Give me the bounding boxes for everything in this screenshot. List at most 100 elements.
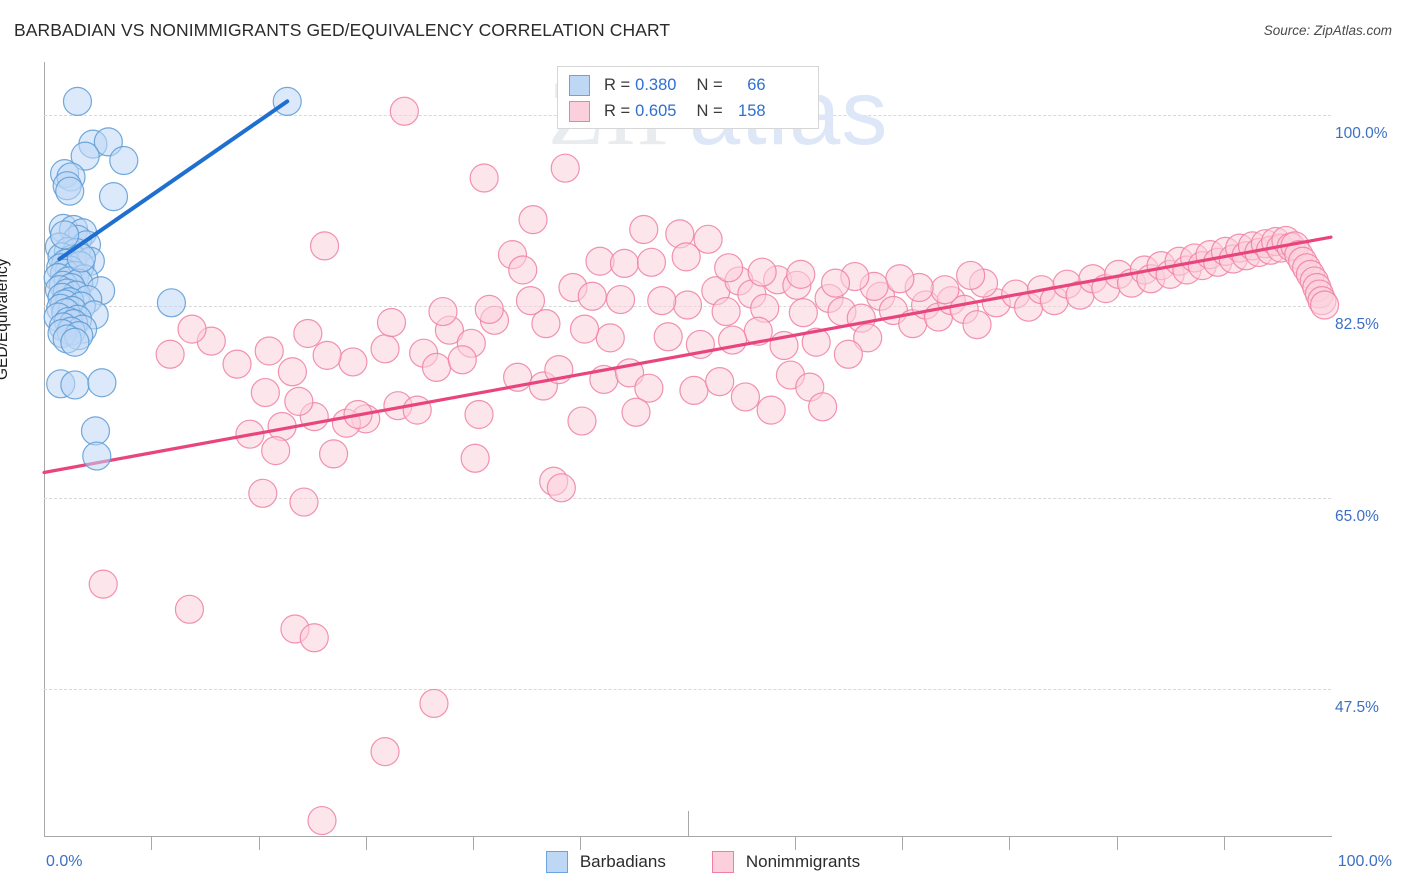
- scatter-point: [531, 309, 561, 339]
- scatter-point: [62, 86, 93, 117]
- scatter-point: [469, 163, 499, 193]
- stats-row-barbadians: R = 0.380 N = 66: [569, 72, 766, 98]
- scatter-point: [653, 322, 683, 352]
- scatter-point: [87, 368, 117, 398]
- scatter-point: [508, 255, 538, 285]
- scatter-point: [788, 298, 818, 328]
- scatter-point: [693, 224, 723, 254]
- scatter-point: [156, 288, 187, 318]
- x-tick-mark: [473, 837, 474, 850]
- x-tick-mark: [902, 837, 903, 850]
- y-tick-label: 65.0%: [1335, 507, 1379, 525]
- scatter-point: [518, 205, 548, 235]
- x-tick-mark: [1009, 837, 1011, 850]
- scatter-point: [743, 316, 773, 346]
- series-legend: Barbadians Nonimmigrants: [0, 851, 1406, 873]
- n-label-blue: N =: [696, 75, 723, 94]
- scatter-point: [307, 805, 337, 836]
- trendline-barbadians: [57, 99, 290, 262]
- scatter-point: [679, 375, 709, 405]
- scatter-point: [389, 96, 419, 126]
- scatter-point: [930, 275, 960, 305]
- scatter-point: [609, 248, 640, 279]
- x-tick-label-min: 0.0%: [46, 853, 83, 870]
- scatter-point: [730, 382, 761, 412]
- scatter-point: [550, 153, 580, 183]
- x-tick-mark: [580, 837, 582, 850]
- x-tick-mark: [258, 837, 260, 850]
- scatter-point: [402, 395, 432, 425]
- plot-area: ZIPatlas: [42, 62, 1340, 837]
- scatter-point: [577, 281, 607, 311]
- scatter-point: [671, 242, 701, 272]
- scatter-point: [318, 439, 349, 469]
- source-attribution: Source: ZipAtlas.com: [1263, 23, 1392, 38]
- n-label-pink: N =: [696, 101, 723, 120]
- series-swatch-blue-icon: [545, 851, 568, 873]
- scatter-point: [428, 296, 458, 327]
- legend-swatch-blue-icon: [569, 74, 590, 96]
- scatter-point: [464, 399, 494, 430]
- scatter-point: [55, 176, 85, 206]
- stats-row-nonimmigrants: R = 0.605 N = 158: [569, 98, 766, 124]
- scatter-point: [515, 286, 546, 316]
- x-tick-mark: [1223, 837, 1225, 850]
- series-barbadians: [43, 86, 302, 471]
- scatter-point: [885, 264, 915, 294]
- scatter-point: [460, 443, 490, 473]
- scatter-point: [250, 377, 280, 408]
- scatter-point: [174, 594, 205, 624]
- scatter-point: [82, 441, 112, 471]
- scatter-point: [569, 314, 600, 344]
- scatter-point: [421, 352, 452, 382]
- x-tick-label-max: 100.0%: [1337, 853, 1392, 870]
- scatter-point: [222, 349, 252, 379]
- x-tick-mark: [794, 837, 796, 850]
- r-value-blue: 0.380: [635, 75, 677, 94]
- scatter-point: [808, 392, 838, 422]
- n-value-blue: 66: [747, 75, 766, 94]
- scatter-point: [49, 220, 80, 250]
- scatter-point: [714, 253, 744, 283]
- scatter-point: [309, 231, 340, 261]
- scatter-point: [370, 334, 400, 364]
- scatter-point: [621, 397, 651, 427]
- scatter-point: [956, 260, 986, 291]
- scatter-point: [546, 473, 576, 503]
- scatter-point: [711, 296, 741, 327]
- scatter-point: [370, 737, 400, 767]
- scatter-point: [705, 367, 735, 397]
- scatter-point: [277, 357, 307, 387]
- scatter-point: [756, 395, 786, 425]
- x-tick-mark: [365, 837, 367, 850]
- y-axis-line: [44, 62, 45, 837]
- scatter-point: [801, 327, 831, 357]
- scatter-point: [447, 345, 477, 375]
- scatter-point: [66, 243, 96, 273]
- scatter-point: [70, 141, 100, 171]
- scatter-point: [629, 214, 659, 245]
- legend-swatch-pink-icon: [569, 100, 590, 122]
- scatter-point: [474, 294, 504, 324]
- scatter-point: [634, 373, 664, 403]
- scatter-point: [747, 257, 777, 287]
- scatter-point: [312, 340, 342, 370]
- scatter-point: [833, 339, 863, 369]
- scatter-point: [261, 435, 291, 466]
- scatter-point: [376, 307, 407, 338]
- scatter-point: [820, 268, 851, 298]
- r-label-blue: R =: [604, 75, 631, 94]
- scatter-point: [595, 323, 625, 353]
- series-label-nonimmigrants: Nonimmigrants: [745, 852, 861, 871]
- page-title: BARBADIAN VS NONIMMIGRANTS GED/EQUIVALEN…: [14, 20, 671, 40]
- scatter-layer: [42, 86, 1340, 836]
- correlation-stats-legend: R = 0.380 N = 66 R = 0.605 N = 158: [557, 66, 819, 129]
- series-legend-item-nonimmigrants[interactable]: Nonimmigrants: [711, 851, 861, 873]
- series-legend-item-barbadians[interactable]: Barbadians: [545, 851, 666, 873]
- r-value-pink: 0.605: [635, 101, 677, 120]
- scatter-point: [88, 569, 118, 599]
- scatter-point: [60, 370, 90, 400]
- scatter-point: [80, 416, 111, 446]
- scatter-point: [248, 478, 278, 508]
